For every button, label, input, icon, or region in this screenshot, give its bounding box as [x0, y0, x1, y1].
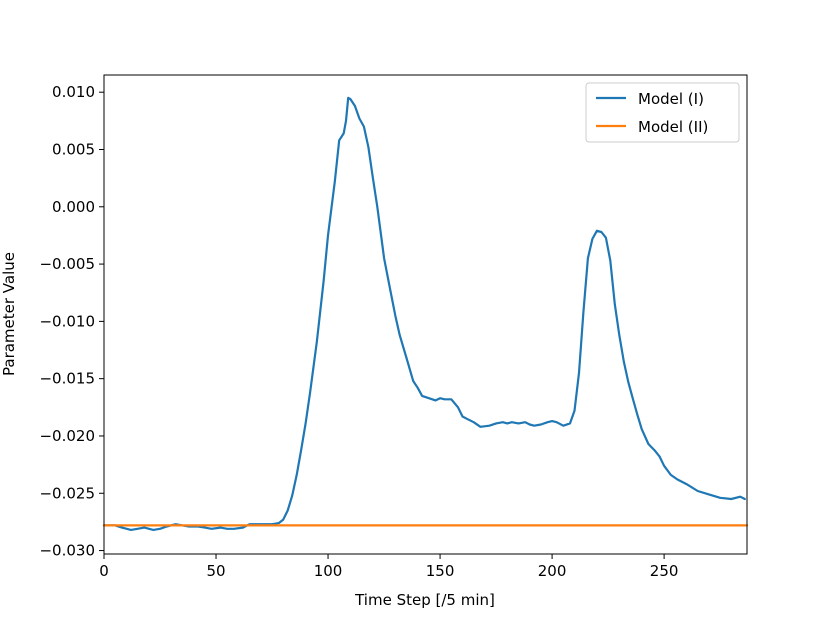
y-tick-label: −0.015	[39, 370, 95, 388]
x-tick-label: 50	[206, 562, 225, 580]
y-tick-label: 0.000	[52, 198, 95, 216]
y-tick-label: −0.010	[39, 312, 95, 330]
x-axis: 0 50 100 150 200 250	[99, 554, 678, 580]
y-axis: −0.030 −0.025 −0.020 −0.015 −0.010 −0.005 0.00…	[39, 83, 104, 560]
y-axis-label: Parameter Value	[0, 252, 18, 376]
legend-label-model-i: Model (I)	[638, 90, 704, 108]
series-line-1	[102, 96, 746, 531]
y-tick-label: −0.005	[39, 255, 95, 273]
legend: Model (I) Model (II)	[585, 82, 740, 143]
x-tick-label: 100	[314, 562, 343, 580]
axes-frame	[103, 74, 748, 555]
y-tick-label: −0.020	[39, 427, 95, 445]
y-tick-label: −0.030	[39, 542, 95, 560]
y-tick-label: 0.010	[52, 83, 95, 101]
x-axis-label: Time Step [/5 min]	[354, 591, 495, 609]
x-tick-label: 0	[99, 562, 109, 580]
x-tick-label: 250	[650, 562, 679, 580]
y-tick-label: −0.025	[39, 484, 95, 502]
legend-label-model-ii: Model (II)	[638, 118, 708, 136]
plot-area	[102, 96, 749, 531]
y-tick-label: 0.005	[52, 140, 95, 158]
x-tick-label: 150	[426, 562, 455, 580]
x-tick-label: 200	[538, 562, 567, 580]
